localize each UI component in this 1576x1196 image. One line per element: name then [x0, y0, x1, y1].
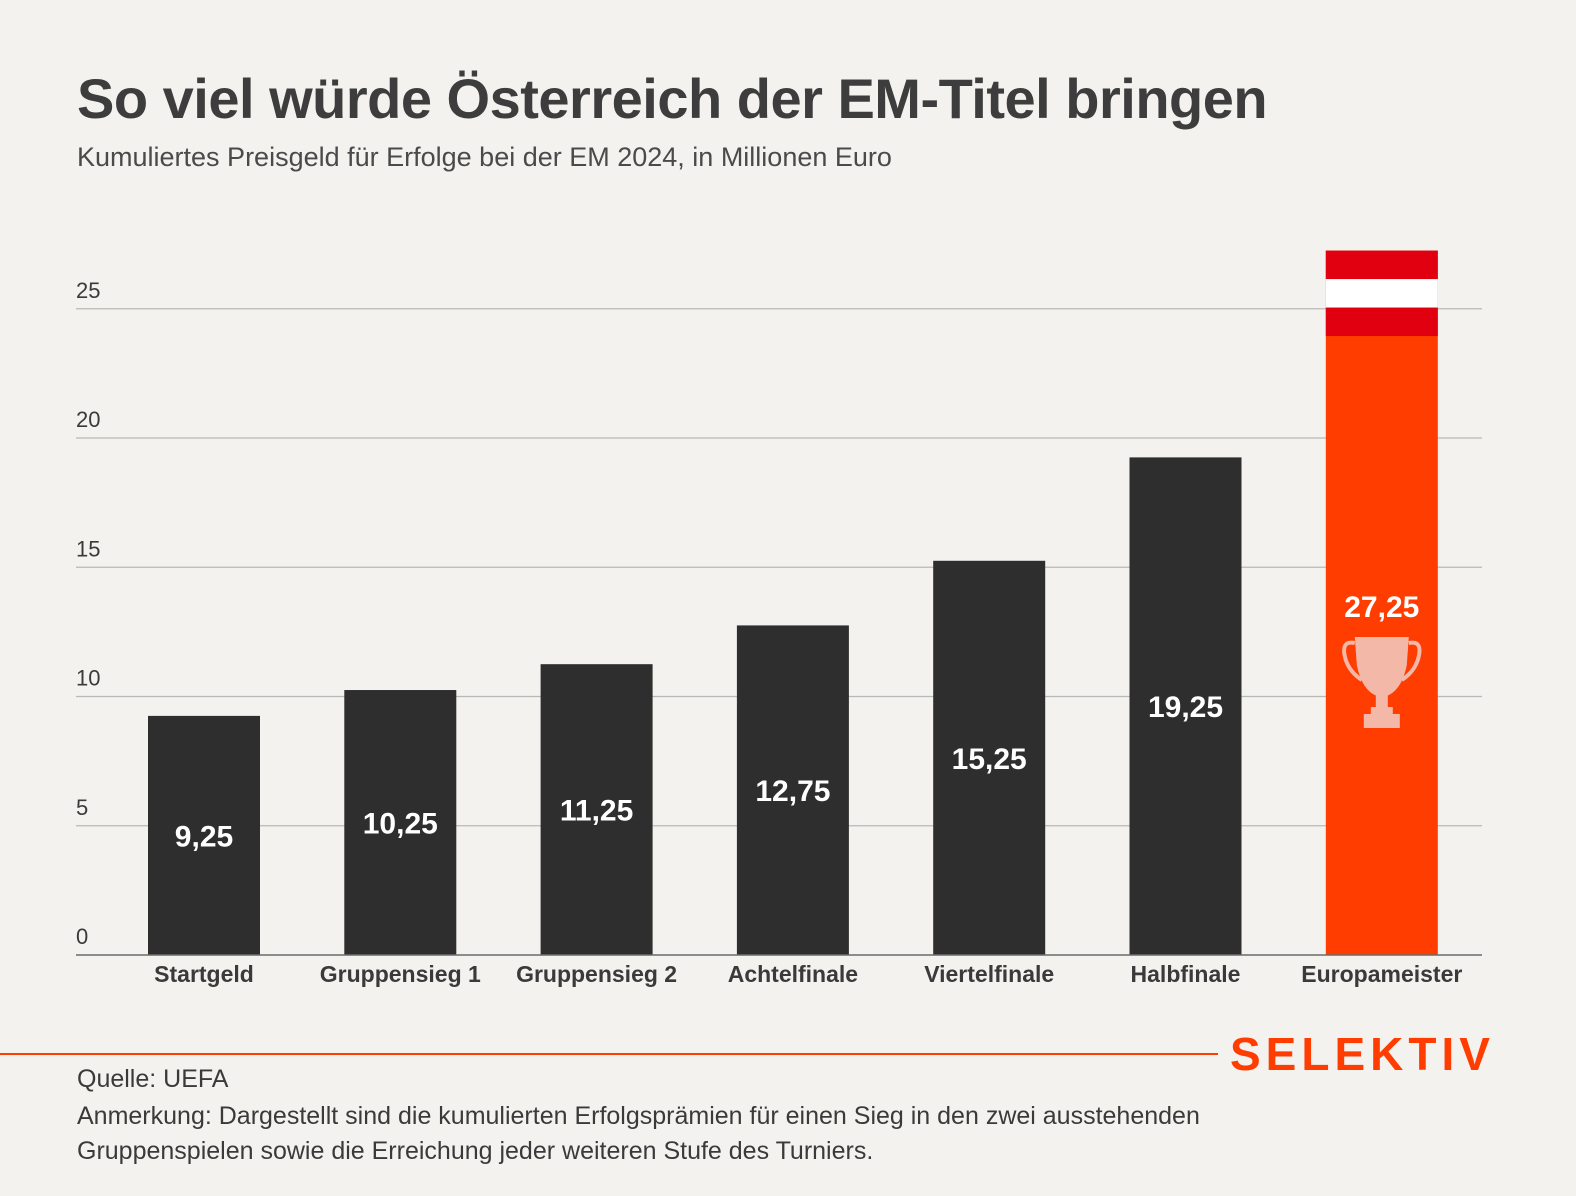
y-tick-label: 0: [76, 924, 88, 949]
bar: [736, 625, 849, 955]
bar-value-label: 11,25: [560, 795, 633, 828]
flag-stripe-white: [1325, 279, 1438, 308]
y-tick-label: 10: [76, 666, 100, 691]
chart-subtitle: Kumuliertes Preisgeld für Erfolge bei de…: [77, 142, 892, 172]
x-tick-label: Startgeld: [154, 961, 254, 987]
bar-value-label: 12,75: [755, 775, 830, 808]
y-tick-label: 5: [76, 795, 88, 820]
bar-value-label: 15,25: [952, 743, 1027, 776]
bar: [148, 715, 260, 955]
flag-stripe-red: [1325, 307, 1438, 337]
x-tick-label: Viertelfinale: [924, 961, 1054, 987]
bar-value-label: 27,25: [1344, 591, 1419, 624]
flag-stripe-red: [1325, 250, 1438, 280]
bar: [1325, 250, 1438, 955]
annotation-note: Anmerkung: Dargestellt sind die kumulier…: [77, 1102, 1200, 1165]
bar-chart: 0 5 10 15 20 25 9,25 Startgeld 10,25 Gruppensieg …: [76, 250, 1482, 987]
x-tick-label: Gruppensieg 1: [320, 961, 481, 987]
bar-value-label: 19,25: [1148, 691, 1223, 724]
bar: [933, 560, 1046, 955]
trophy-icon: [1342, 637, 1422, 728]
chart-title: So viel würde Österreich der EM-Titel br…: [77, 67, 1268, 130]
bar: [1129, 457, 1242, 955]
x-tick-label: Europameister: [1301, 961, 1462, 987]
x-tick-label: Gruppensieg 2: [516, 961, 677, 987]
y-tick-label: 25: [76, 278, 100, 303]
brand-logo: SELEKTIV: [1230, 1028, 1495, 1080]
footer-divider: [0, 1053, 1218, 1055]
x-tick-label: Achtelfinale: [728, 961, 858, 987]
y-tick-label: 15: [76, 536, 100, 561]
bar-value-label: 10,25: [363, 808, 438, 841]
source-note: Quelle: UEFA: [77, 1065, 229, 1093]
bar-value-label: 9,25: [175, 820, 233, 853]
y-tick-label: 20: [76, 407, 100, 432]
bar: [540, 664, 653, 955]
x-tick-label: Halbfinale: [1131, 961, 1241, 987]
bar: [344, 690, 457, 955]
